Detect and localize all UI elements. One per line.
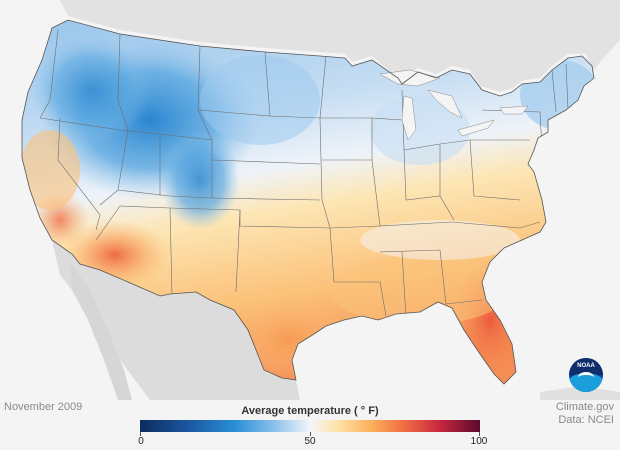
legend-tick-label-50: 50 [304, 436, 316, 447]
legend-tick-label-100: 100 [470, 436, 488, 447]
map-date: November 2009 [4, 401, 83, 413]
legend-tick-label-0: 0 [138, 436, 144, 447]
baja-land [70, 262, 132, 400]
seagull-icon [578, 372, 594, 383]
contiguous-us [22, 20, 594, 384]
legend-title: Average temperature ( ° F) [241, 405, 379, 417]
state-borders [39, 29, 569, 319]
legend-tick-50 [310, 432, 311, 436]
credits: Climate.gov Data: NCEI [556, 401, 614, 427]
noaa-logo: NOAA [569, 358, 603, 392]
source-credit: Climate.gov [555, 401, 614, 413]
logo-text: NOAA [577, 363, 595, 369]
mexico-land [52, 240, 300, 400]
data-credit: Data: NCEI [558, 414, 614, 426]
legend-tick-0 [140, 432, 141, 436]
temperature-map [21, 0, 620, 400]
map-svg [21, 0, 620, 400]
canada-land [60, 0, 620, 92]
legend-colorbar [140, 420, 480, 432]
legend-tick-100 [479, 432, 480, 436]
